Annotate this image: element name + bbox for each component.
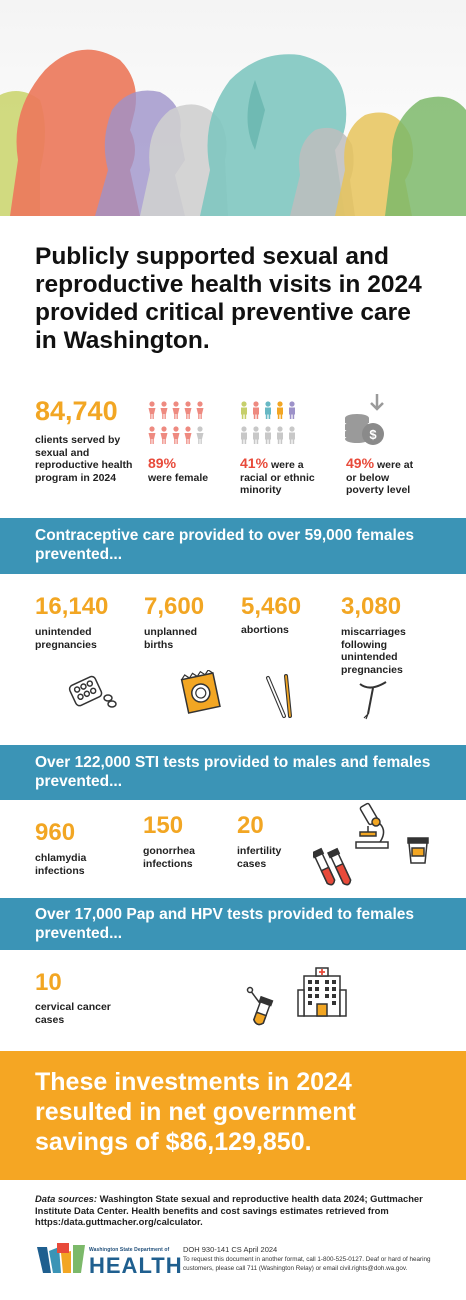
poverty-stat: 49% were at or below poverty level: [346, 455, 426, 497]
female-pct: 89%: [148, 455, 177, 471]
poverty-text: were at or below poverty level: [346, 459, 414, 496]
cervical-cancer-number: 10: [35, 969, 62, 996]
miscarriages-number: 3,080: [341, 593, 402, 620]
hero-banner: [0, 0, 466, 216]
unintended-pregnancies-label: unintended pregnancies: [35, 626, 97, 651]
infertility-label: infertility cases: [237, 845, 282, 870]
pen-icon: [262, 672, 298, 725]
female-figures-icon: [148, 401, 206, 452]
contraceptive-header: Contraceptive care provided to over 59,0…: [0, 518, 466, 574]
test-tubes-icon: [311, 845, 353, 896]
logo-health-text: HEALTH: [89, 1253, 183, 1278]
savings-band: [0, 1051, 466, 1180]
hospital-icon: [296, 966, 348, 1023]
clients-number: 84,740: [35, 396, 118, 426]
female-text: were female: [148, 471, 209, 484]
swab-tube-icon: [246, 986, 276, 1033]
microscope-icon: [350, 802, 392, 857]
coins-icon: $: [343, 392, 391, 453]
doh-logo-icon: [35, 1243, 87, 1282]
gonorrhea-label: gonorrhea infections: [143, 845, 195, 870]
unintended-pregnancies-number: 16,140: [35, 593, 109, 620]
minority-stat: 41% were a racial or ethnic minority: [240, 455, 320, 497]
savings-text: These investments in 2024 resulted in ne…: [35, 1068, 356, 1156]
chlamydia-label: chlamydia infections: [35, 852, 87, 877]
miscarriages-label: miscarriages following unintended pregna…: [341, 626, 406, 676]
data-sources: Data sources: Washington State sexual an…: [35, 1193, 435, 1228]
minority-pct: 41%: [240, 455, 269, 471]
pill-pack-icon: [68, 672, 118, 717]
abortions-number: 5,460: [241, 593, 302, 620]
specimen-cup-icon: [405, 836, 431, 871]
gonorrhea-number: 150: [143, 812, 184, 839]
people-silhouettes-illustration: [0, 0, 466, 216]
svg-text:$: $: [369, 427, 377, 442]
abortions-label: abortions: [241, 624, 289, 636]
female-stat: 89% were female: [148, 455, 218, 484]
cervical-cancer-label: cervical cancer cases: [35, 1001, 111, 1026]
diverse-figures-icon: [240, 401, 300, 452]
unplanned-births-label: unplanned births: [144, 626, 198, 651]
infertility-number: 20: [237, 812, 264, 839]
accessibility-request: To request this document in another form…: [183, 1256, 431, 1272]
sources-label: Data sources:: [35, 1193, 98, 1204]
page-title: Publicly supported sexual and reproducti…: [35, 243, 422, 354]
iud-icon: [358, 678, 392, 725]
sti-header: Over 122,000 STI tests provided to males…: [0, 745, 466, 800]
logo-dept-text: Washington State Department of: [89, 1247, 170, 1253]
clients-description: clients served by sexual and reproductiv…: [35, 434, 133, 484]
minority-text: were a racial or ethnic minority: [240, 459, 315, 496]
sources-text: Washington State sexual and reproductive…: [35, 1193, 423, 1227]
pap-header: Over 17,000 Pap and HPV tests provided t…: [0, 898, 466, 950]
condom-icon: [180, 669, 222, 723]
unplanned-births-number: 7,600: [144, 593, 205, 620]
poverty-pct: 49%: [346, 455, 375, 471]
chlamydia-number: 960: [35, 819, 76, 846]
document-id: DOH 930-141 CS April 2024: [183, 1245, 278, 1254]
